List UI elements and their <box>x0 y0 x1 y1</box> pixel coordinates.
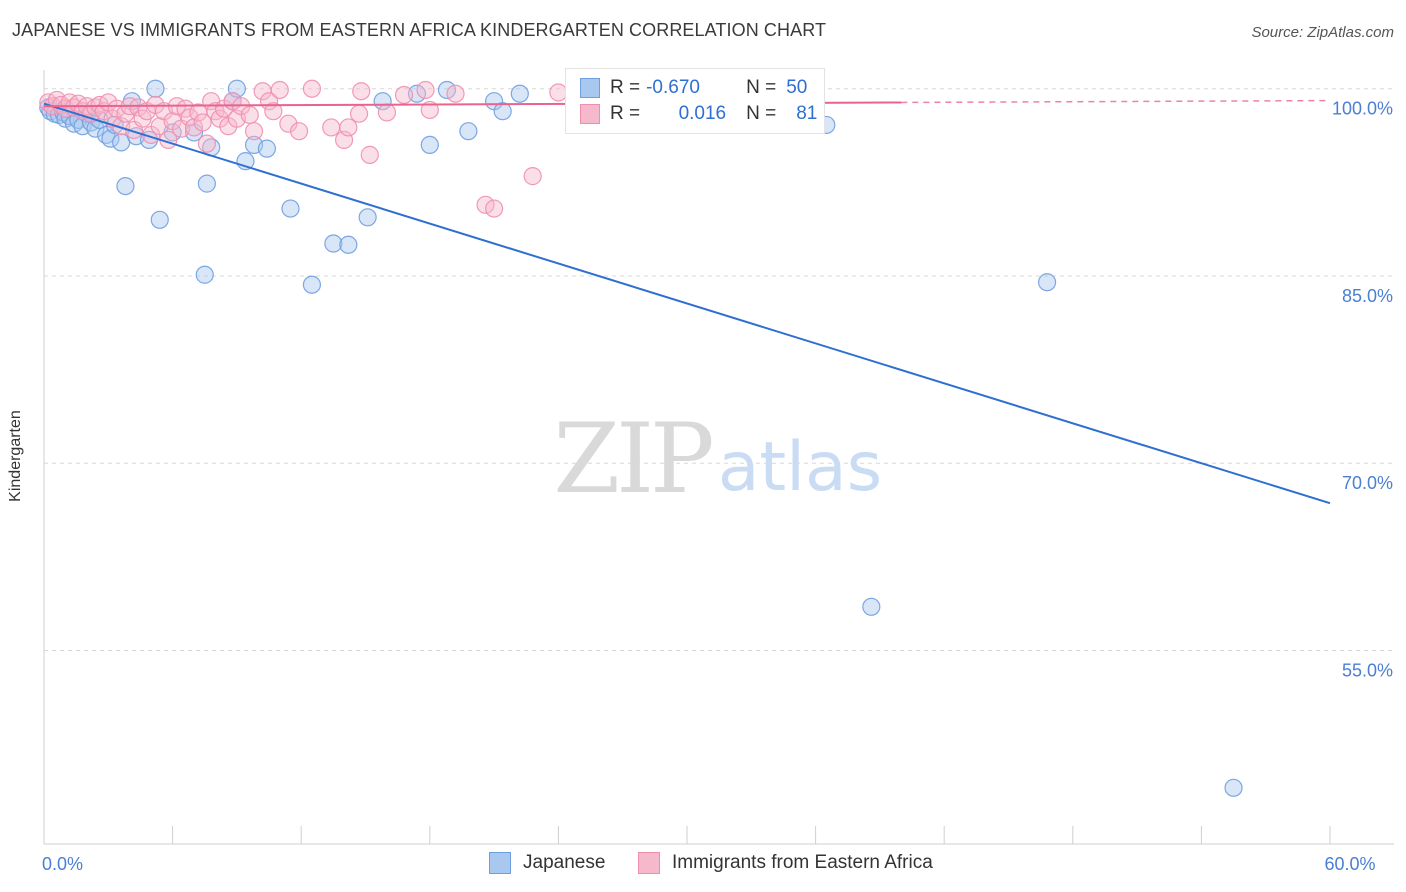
japanese-point-37 <box>339 235 358 254</box>
watermark-zip: ZIP <box>553 403 712 515</box>
eastern-africa-r-label: R = <box>610 103 641 124</box>
japanese-point-22 <box>150 210 169 229</box>
legend-item-japanese[interactable]: Japanese <box>489 852 605 874</box>
eastern-africa-point-62 <box>394 85 414 105</box>
japanese-point-35 <box>302 275 322 294</box>
legend-item-eastern-africa[interactable]: Immigrants from Eastern Africa <box>638 852 933 874</box>
eastern-africa-point-55 <box>322 118 341 137</box>
japanese-point-26 <box>197 174 216 193</box>
japanese-point-38 <box>358 208 377 227</box>
japanese-n-value: 50 <box>786 77 808 98</box>
eastern-africa-point-50 <box>264 102 283 121</box>
eastern-africa-point-36 <box>193 113 212 132</box>
correlation-legend: R = -0.670 N = 50 R = 0.016 N = 81 <box>565 68 825 134</box>
eastern-africa-point-65 <box>446 84 465 103</box>
japanese-point-27 <box>195 265 214 284</box>
eastern-africa-point-57 <box>339 118 358 137</box>
watermark-atlas: atlas <box>718 428 882 507</box>
japanese-point-36 <box>324 234 343 253</box>
eastern-africa-point-59 <box>352 82 371 101</box>
legend-row-japanese: R = -0.670 N = 50 <box>580 76 807 100</box>
source-label: Source: ZipAtlas.com <box>1251 24 1394 41</box>
x-tick-label-1: 60.0% <box>1324 854 1375 874</box>
eastern-africa-point-52 <box>279 114 298 133</box>
eastern-africa-n-value: 81 <box>796 103 818 124</box>
watermark: ZIP atlas <box>553 403 882 515</box>
y-tick-label-1: 85.0% <box>1342 286 1393 306</box>
y-tick-label-2: 70.0% <box>1342 473 1393 493</box>
eastern-africa-point-68 <box>523 167 542 186</box>
eastern-africa-point-67 <box>485 199 504 218</box>
eastern-africa-point-60 <box>360 145 379 164</box>
japanese-swatch <box>580 78 600 98</box>
eastern-africa-trend-extension <box>901 99 1331 104</box>
legend-eastern-africa-label: Immigrants from Eastern Africa <box>672 852 933 873</box>
japanese-point-41 <box>420 135 439 155</box>
legend-japanese-label: Japanese <box>523 852 606 873</box>
japanese-trend-line <box>43 102 1331 505</box>
japanese-point-43 <box>459 122 478 141</box>
japanese-point-51 <box>1224 778 1243 797</box>
series-legend: Japanese Immigrants from Eastern Africa <box>0 852 1406 876</box>
eastern-africa-r-value: 0.016 <box>678 103 727 124</box>
eastern-africa-point-54 <box>302 79 322 98</box>
grid-layer <box>44 88 1394 651</box>
japanese-n-label: N = <box>746 77 777 98</box>
legend-row-eastern-africa: R = 0.016 N = 81 <box>580 102 817 126</box>
eastern-africa-point-53 <box>289 122 309 141</box>
eastern-africa-point-47 <box>244 122 264 141</box>
eastern-africa-point-51 <box>270 80 289 100</box>
eastern-africa-point-58 <box>349 104 369 123</box>
tick-label-layer: 100.0% 85.0% 70.0% 55.0% 0.0% 60.0% <box>42 99 1393 874</box>
japanese-point-50 <box>862 597 881 616</box>
japanese-point-46 <box>510 84 529 103</box>
japanese-r-label: R = <box>610 77 641 98</box>
japanese-point-15 <box>101 129 120 148</box>
axes-layer <box>43 70 1394 845</box>
japanese-point-33 <box>257 139 277 158</box>
japanese-point-18 <box>116 177 135 196</box>
y-tick-label-0: 100.0% <box>1332 99 1393 119</box>
japanese-point-45 <box>493 102 512 121</box>
y-tick-label-3: 55.0% <box>1342 661 1393 681</box>
eastern-africa-point-64 <box>420 100 439 120</box>
x-tick-label-0: 0.0% <box>42 854 83 874</box>
legend-japanese-swatch <box>489 852 511 874</box>
eastern-africa-point-63 <box>416 80 435 100</box>
eastern-africa-n-label: N = <box>746 103 777 124</box>
japanese-point-23 <box>146 79 165 98</box>
eastern-africa-point-37 <box>197 134 216 153</box>
eastern-africa-point-34 <box>184 118 204 137</box>
eastern-africa-point-46 <box>240 105 259 125</box>
eastern-africa-point-61 <box>377 103 397 122</box>
legend-eastern-africa-swatch <box>638 852 660 874</box>
japanese-r-value: -0.670 <box>646 77 700 98</box>
eastern-africa-swatch <box>580 104 600 124</box>
japanese-point-34 <box>281 199 300 218</box>
japanese-point-49 <box>1037 273 1057 292</box>
chart-title: JAPANESE VS IMMIGRANTS FROM EASTERN AFRI… <box>12 20 827 40</box>
